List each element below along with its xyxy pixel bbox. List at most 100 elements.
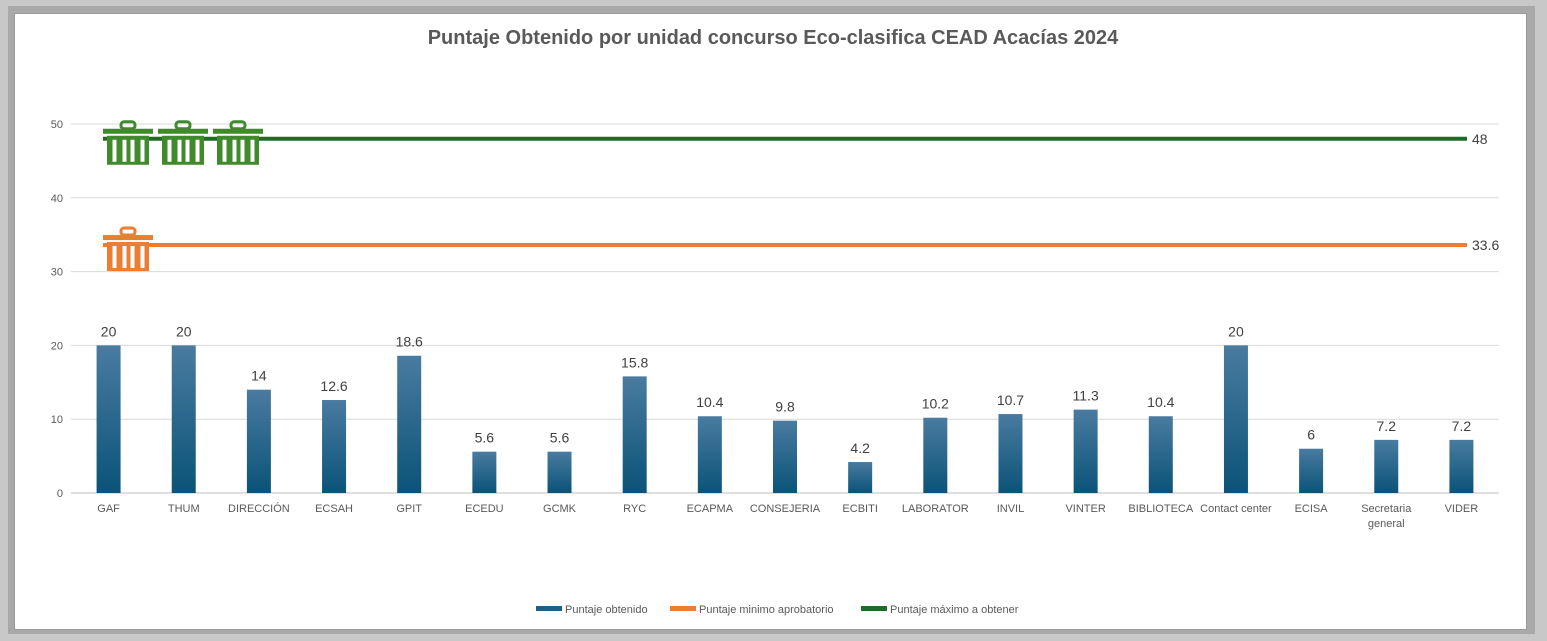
x-tick-label: ECAPMA [687, 503, 734, 515]
bar [547, 451, 572, 493]
x-tick-label: BIBLIOTECA [1128, 503, 1193, 515]
trash-lid [158, 128, 208, 134]
data-label: 12.6 [320, 378, 347, 394]
legend-swatch [670, 606, 696, 611]
data-label: 10.7 [997, 392, 1024, 408]
x-tick-label: GCMK [543, 503, 577, 515]
data-label: 10.4 [696, 394, 723, 410]
trash-slot [140, 139, 145, 162]
bar [923, 417, 948, 493]
x-tick-label: GPIT [396, 503, 422, 515]
y-tick-label: 30 [51, 267, 63, 279]
x-tick-label: VINTER [1065, 503, 1105, 515]
trash-slot [240, 139, 245, 162]
trash-slot [130, 246, 135, 269]
trash-slot [232, 139, 237, 162]
threshold-label: 33.6 [1472, 237, 1499, 253]
legend-label: Puntaje minimo aprobatorio [699, 604, 834, 616]
bar [622, 376, 647, 493]
trash-slot [250, 139, 255, 162]
bar [397, 355, 422, 493]
data-label: 11.3 [1073, 388, 1099, 404]
bar [1449, 439, 1474, 493]
bar [96, 345, 121, 493]
trash-bin-icon [213, 120, 263, 165]
trash-slot [140, 246, 145, 269]
data-label: 7.2 [1377, 418, 1397, 434]
data-label: 20 [101, 323, 117, 339]
trash-bin-icon [103, 120, 153, 165]
y-tick-label: 50 [51, 119, 63, 131]
x-tick-label: Secretaria general [1361, 503, 1412, 530]
x-tick-label: INVIL [997, 503, 1025, 515]
trash-handle [119, 226, 137, 237]
bar [1073, 409, 1098, 493]
bar [472, 451, 497, 493]
trash-slot [167, 139, 172, 162]
bar [1299, 448, 1324, 493]
legend-swatch [536, 606, 562, 611]
x-tick-label: ECSAH [315, 503, 353, 515]
x-tick-label: GAF [97, 503, 120, 515]
legend-label: Puntaje obtenido [565, 604, 648, 616]
trash-slot [112, 139, 117, 162]
data-label: 10.4 [1147, 394, 1174, 410]
trash-slot [122, 139, 127, 162]
trash-handle [174, 120, 192, 131]
trash-handle [229, 120, 247, 131]
trash-bin-icon [158, 120, 208, 165]
bar [848, 462, 873, 493]
bar [171, 345, 196, 493]
x-tick-label: CONSEJERIA [750, 503, 821, 515]
y-tick-label: 10 [51, 414, 63, 426]
data-label: 18.6 [396, 334, 423, 350]
trash-handle [119, 120, 137, 131]
bar [322, 400, 347, 493]
data-label: 9.8 [775, 399, 795, 415]
data-label: 4.2 [850, 440, 870, 456]
chart-area: Puntaje Obtenido por unidad concurso Eco… [14, 13, 1527, 630]
bar [773, 420, 797, 493]
legend-swatch [861, 606, 887, 611]
x-tick-label: THUM [168, 503, 200, 515]
data-label: 6 [1307, 427, 1315, 443]
trash-lid [103, 128, 153, 134]
data-label: 5.6 [550, 430, 570, 446]
x-tick-label: LABORATOR [902, 503, 969, 515]
x-tick-label: DIRECCIÓN [228, 502, 290, 515]
y-tick-label: 20 [51, 340, 63, 352]
x-tick-label: RYC [623, 503, 646, 515]
data-label: 15.8 [621, 354, 648, 370]
trash-lid [213, 128, 263, 134]
data-label: 7.2 [1452, 418, 1472, 434]
x-tick-label: ECEDU [465, 503, 504, 515]
x-tick-label: VIDER [1445, 503, 1479, 515]
y-tick-label: 0 [57, 488, 63, 500]
legend-label: Puntaje máximo a obtener [890, 604, 1019, 616]
trash-slot [122, 246, 127, 269]
trash-slot [195, 139, 200, 162]
trash-slot [112, 246, 117, 269]
x-tick-label: ECBITI [842, 503, 877, 515]
chart-title: Puntaje Obtenido por unidad concurso Eco… [428, 27, 1119, 49]
trash-slot [222, 139, 227, 162]
bar [1374, 439, 1399, 493]
threshold-label: 48 [1472, 131, 1488, 147]
bar [1223, 345, 1248, 493]
trash-slot [185, 139, 190, 162]
data-label: 20 [176, 323, 192, 339]
bar [246, 389, 271, 493]
x-tick-label: Contact center [1200, 503, 1272, 515]
trash-slot [130, 139, 135, 162]
trash-slot [177, 139, 182, 162]
x-tick-label: ECISA [1295, 503, 1329, 515]
trash-lid [103, 235, 153, 241]
bar [998, 414, 1023, 493]
y-tick-label: 40 [51, 193, 63, 205]
trash-bin-icon [103, 226, 153, 272]
bar-chart: Puntaje Obtenido por unidad concurso Eco… [51, 27, 1500, 616]
bar [697, 416, 722, 493]
bar [1148, 416, 1173, 493]
data-label: 20 [1228, 323, 1244, 339]
data-label: 14 [251, 368, 267, 384]
